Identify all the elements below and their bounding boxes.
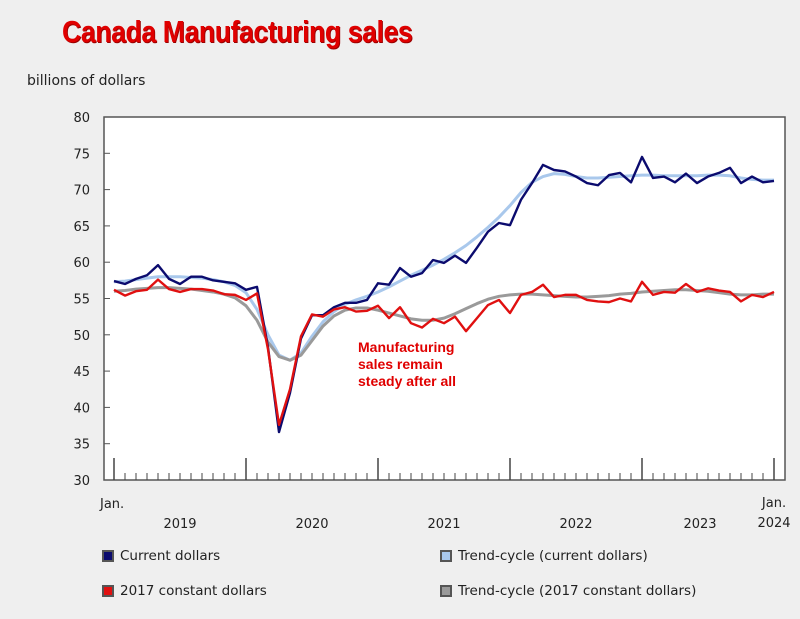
chart-title: Canada Manufacturing sales xyxy=(62,14,413,49)
series-line-2017-constant-dollars xyxy=(113,278,775,427)
y-tick-label: 40 xyxy=(73,401,90,416)
plot-area xyxy=(103,116,786,481)
series-line-current-dollars xyxy=(113,155,775,434)
y-tick-label: 60 xyxy=(73,256,90,271)
y-tick-label: 50 xyxy=(73,329,90,344)
y-tick-label: 70 xyxy=(73,184,90,199)
y-tick-label: 65 xyxy=(73,220,90,235)
y-tick-label: 30 xyxy=(73,474,90,489)
legend-item-constant-dollars: 2017 constant dollars xyxy=(102,583,267,599)
legend-label: Current dollars xyxy=(120,548,221,564)
legend-swatch-icon xyxy=(102,550,114,562)
legend-label: Trend-cycle (2017 constant dollars) xyxy=(458,583,697,599)
legend-label: 2017 constant dollars xyxy=(120,583,267,599)
y-tick-label: 75 xyxy=(73,147,90,162)
legend-item-trend-constant: Trend-cycle (2017 constant dollars) xyxy=(440,583,696,599)
x-year-label: 2019 xyxy=(163,517,196,532)
x-year-label: 2020 xyxy=(295,517,328,532)
y-tick-label: 55 xyxy=(73,293,90,308)
legend-swatch-icon xyxy=(440,585,452,597)
y-tick-label: 80 xyxy=(73,111,90,126)
chart-annotation: Manufacturing sales remain steady after … xyxy=(358,339,457,389)
x-year-label: 2022 xyxy=(559,517,592,532)
x-axis-end-label: Jan. 2024 xyxy=(757,496,791,531)
x-year-label: 2023 xyxy=(683,517,716,532)
legend-label: Trend-cycle (current dollars) xyxy=(458,548,648,564)
y-axis-label: billions of dollars xyxy=(27,73,146,89)
legend-swatch-icon xyxy=(440,550,452,562)
legend-swatch-icon xyxy=(102,585,114,597)
x-year-label: 2021 xyxy=(427,517,460,532)
y-tick-label: 35 xyxy=(73,438,90,453)
legend-item-trend-current: Trend-cycle (current dollars) xyxy=(440,548,648,564)
legend-item-current-dollars: Current dollars xyxy=(102,548,220,564)
x-tick-label: Jan. xyxy=(99,497,124,512)
y-tick-label: 45 xyxy=(73,365,90,380)
